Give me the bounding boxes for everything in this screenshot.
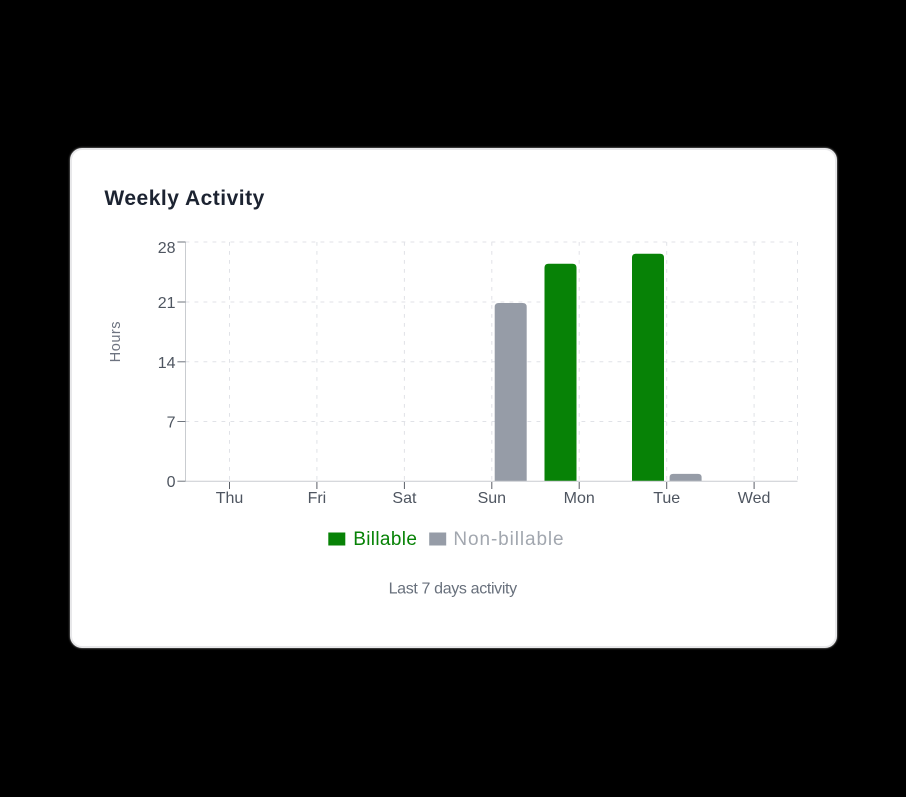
svg-text:14: 14 bbox=[158, 355, 176, 372]
svg-text:Wed: Wed bbox=[738, 490, 771, 507]
svg-text:Tue: Tue bbox=[653, 490, 680, 507]
svg-text:Sat: Sat bbox=[392, 490, 417, 507]
svg-text:0: 0 bbox=[167, 474, 176, 491]
svg-text:Billable: Billable bbox=[353, 529, 417, 550]
svg-text:Hours: Hours bbox=[108, 321, 124, 362]
svg-text:21: 21 bbox=[158, 295, 176, 312]
svg-text:Last 7 days activity: Last 7 days activity bbox=[389, 581, 518, 598]
svg-text:Sun: Sun bbox=[478, 490, 506, 507]
svg-text:Non-billable: Non-billable bbox=[453, 529, 564, 550]
svg-text:Mon: Mon bbox=[564, 490, 595, 507]
svg-text:Weekly Activity: Weekly Activity bbox=[104, 187, 264, 210]
svg-text:Fri: Fri bbox=[308, 490, 327, 507]
svg-text:28: 28 bbox=[158, 240, 176, 257]
svg-text:7: 7 bbox=[167, 415, 176, 432]
svg-text:Thu: Thu bbox=[216, 490, 244, 507]
